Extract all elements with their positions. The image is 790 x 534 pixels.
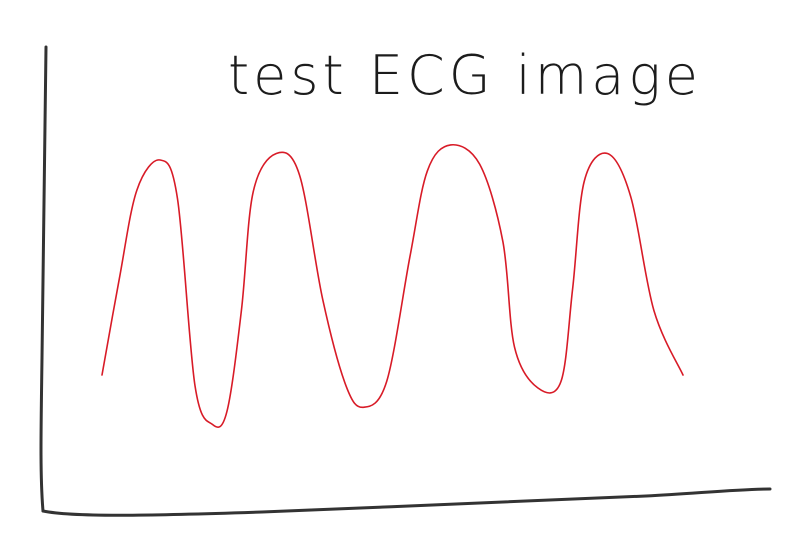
y-axis-line [39, 45, 48, 513]
ecg-trace-line [101, 143, 684, 429]
plot-area [101, 143, 684, 429]
ecg-trace-points [101, 144, 684, 425]
x-axis-line [41, 487, 772, 517]
chart-title: test ECG image [228, 44, 702, 107]
